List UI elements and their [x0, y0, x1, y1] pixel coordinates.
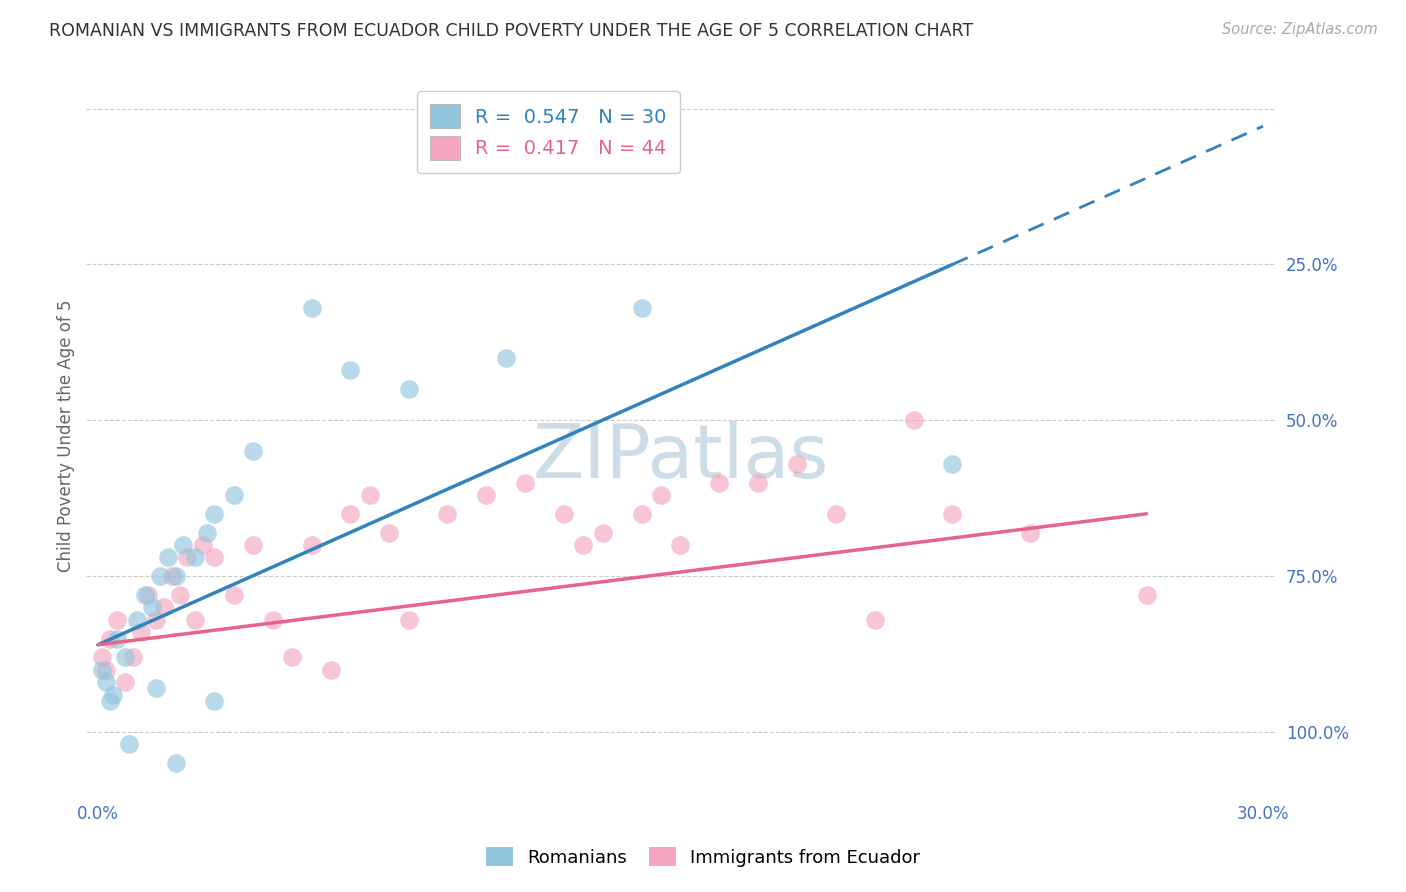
Point [134, 588, 156, 602]
Point [169, 588, 191, 602]
Legend: Romanians, Immigrants from Ecuador: Romanians, Immigrants from Ecuador [478, 840, 928, 874]
Point [94, 675, 117, 690]
Point [172, 538, 194, 552]
Point [669, 538, 692, 552]
Point [747, 475, 769, 490]
Point [495, 102, 517, 116]
Point [125, 613, 148, 627]
Point [153, 600, 176, 615]
Point [222, 588, 245, 602]
Point [553, 507, 575, 521]
Point [184, 550, 207, 565]
Point [105, 632, 128, 646]
Point [612, 102, 634, 116]
Point [786, 457, 808, 471]
Point [903, 413, 925, 427]
Point [145, 613, 167, 627]
Y-axis label: Child Poverty Under the Age of 5: Child Poverty Under the Age of 5 [58, 300, 75, 572]
Text: ZIPatlas: ZIPatlas [533, 421, 828, 494]
Point [650, 488, 672, 502]
Point [398, 613, 420, 627]
Point [160, 569, 183, 583]
Point [145, 681, 167, 696]
Point [398, 382, 420, 396]
Point [592, 525, 614, 540]
Point [941, 507, 963, 521]
Point [436, 507, 458, 521]
Point [149, 569, 172, 583]
Point [281, 650, 304, 665]
Point [176, 550, 198, 565]
Point [195, 525, 218, 540]
Point [141, 600, 163, 615]
Point [129, 625, 152, 640]
Point [301, 301, 323, 315]
Point [709, 475, 731, 490]
Point [222, 488, 245, 502]
Point [156, 550, 179, 565]
Point [98, 694, 121, 708]
Point [204, 507, 226, 521]
Point [138, 588, 160, 602]
Point [191, 538, 214, 552]
Point [495, 351, 517, 365]
Point [359, 488, 381, 502]
Point [515, 475, 537, 490]
Point [378, 525, 401, 540]
Point [630, 301, 652, 315]
Point [90, 663, 112, 677]
Point [103, 688, 125, 702]
Text: ROMANIAN VS IMMIGRANTS FROM ECUADOR CHILD POVERTY UNDER THE AGE OF 5 CORRELATION: ROMANIAN VS IMMIGRANTS FROM ECUADOR CHIL… [49, 22, 973, 40]
Point [98, 632, 121, 646]
Point [94, 663, 117, 677]
Point [863, 613, 886, 627]
Point [301, 538, 323, 552]
Point [242, 444, 264, 458]
Point [122, 650, 145, 665]
Point [204, 550, 226, 565]
Point [1019, 525, 1042, 540]
Legend: R =  0.547   N = 30, R =  0.417   N = 44: R = 0.547 N = 30, R = 0.417 N = 44 [418, 91, 681, 173]
Point [1135, 588, 1157, 602]
Point [114, 650, 136, 665]
Text: Source: ZipAtlas.com: Source: ZipAtlas.com [1222, 22, 1378, 37]
Point [339, 507, 361, 521]
Point [941, 457, 963, 471]
Point [319, 663, 342, 677]
Point [824, 507, 846, 521]
Point [118, 738, 141, 752]
Point [105, 613, 128, 627]
Point [165, 756, 187, 771]
Point [630, 507, 652, 521]
Point [572, 538, 595, 552]
Point [90, 650, 112, 665]
Point [339, 363, 361, 377]
Point [262, 613, 284, 627]
Point [184, 613, 207, 627]
Point [475, 488, 498, 502]
Point [114, 675, 136, 690]
Point [165, 569, 187, 583]
Point [204, 694, 226, 708]
Point [242, 538, 264, 552]
